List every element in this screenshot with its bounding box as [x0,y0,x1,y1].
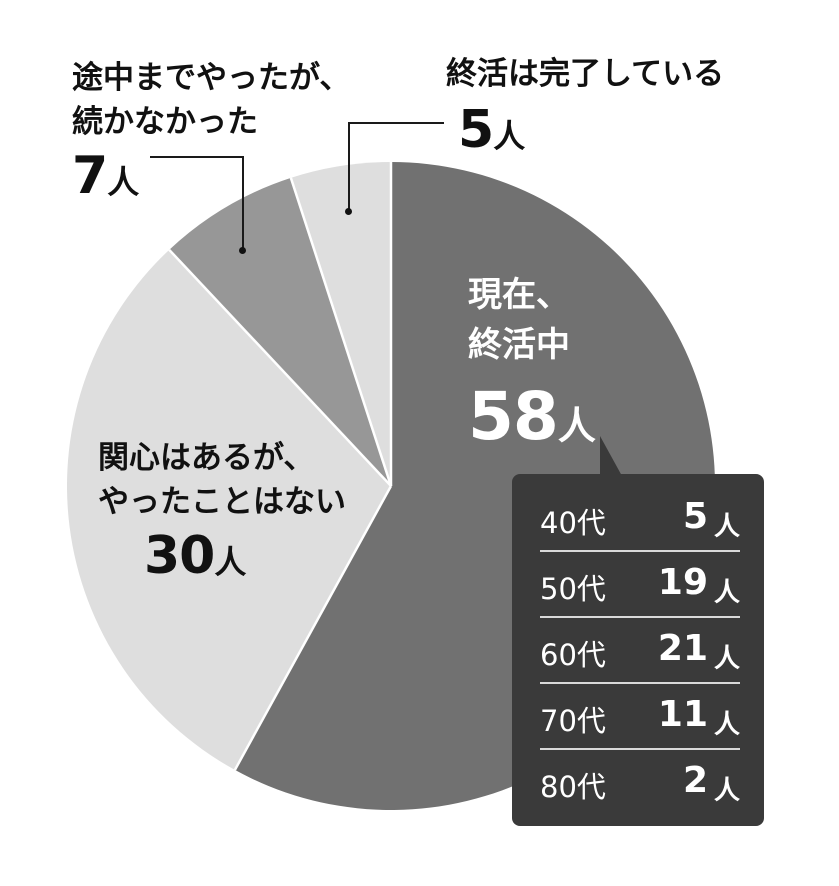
slice-label-partial-line1: 途中までやったが、 [72,60,351,96]
slice-value-interested-unit: 人 [214,543,247,581]
breakdown-unit: 人 [713,776,740,806]
slice-value-interested: 30人 [144,526,246,586]
breakdown-row: 40代 5 人 [540,496,740,548]
breakdown-pointer [600,436,648,476]
slice-value-complete-unit: 人 [493,117,526,155]
pie-slice-interested [66,249,391,770]
slice-value-complete: 5人 [458,100,525,160]
breakdown-row: 60代 21 人 [540,628,740,680]
slice-value-partial-unit: 人 [107,163,140,201]
breakdown-row: 70代 11 人 [540,694,740,746]
breakdown-divider [540,550,740,552]
breakdown-unit: 人 [713,578,740,608]
breakdown-age: 70代 [540,704,606,738]
slice-value-current-unit: 人 [557,404,596,448]
age-breakdown-box: 40代 5 人 50代 19 人 60代 21 人 70代 11 人 80代 2… [512,474,764,826]
breakdown-divider [540,682,740,684]
breakdown-row: 50代 19 人 [540,562,740,614]
callout-line-partial-v [242,156,244,248]
breakdown-unit: 人 [713,644,740,674]
breakdown-count: 11 [657,694,708,735]
breakdown-age: 60代 [540,638,606,672]
slice-value-current-number: 58 [468,378,559,455]
slice-label-current: 現在、 終活中 [468,270,570,370]
slice-label-interested-line1: 関心はあるが、 [98,440,315,476]
slice-label-complete: 終活は完了している [446,52,724,96]
slice-value-partial: 7人 [72,146,139,206]
breakdown-count: 21 [657,628,708,669]
pie-slice-separator [168,248,392,487]
callout-line-complete-h [348,122,444,124]
breakdown-divider [540,616,740,618]
pie-slice-separator [289,177,393,487]
slice-label-complete-line1: 終活は完了している [446,56,725,92]
breakdown-age: 80代 [540,770,606,804]
breakdown-count: 5 [682,496,708,537]
breakdown-age: 40代 [540,506,606,540]
breakdown-unit: 人 [713,512,740,542]
pie-slice-separator [233,485,393,771]
callout-dot-complete [345,208,352,215]
callout-line-complete-v [348,122,350,210]
slice-label-partial: 途中までやったが、 続かなかった [72,56,350,144]
breakdown-count: 2 [682,760,708,801]
slice-value-current: 58人 [468,378,596,455]
breakdown-count: 19 [657,562,708,603]
slice-label-current-line1: 現在、 [468,275,570,315]
callout-line-partial-h [150,156,244,158]
pie-slice-partial [169,177,391,487]
slice-label-current-line2: 終活中 [468,325,570,365]
breakdown-unit: 人 [713,710,740,740]
breakdown-age: 50代 [540,572,606,606]
breakdown-row: 80代 2 人 [540,760,740,812]
callout-dot-partial [239,247,246,254]
slice-label-interested: 関心はあるが、 やったことはない [98,436,346,524]
breakdown-divider [540,748,740,750]
slice-value-partial-number: 7 [72,146,108,206]
slice-label-partial-line2: 続かなかった [72,104,258,140]
slice-value-complete-number: 5 [458,100,494,160]
slice-value-interested-number: 30 [144,526,215,586]
slice-label-interested-line2: やったことはない [98,484,346,520]
